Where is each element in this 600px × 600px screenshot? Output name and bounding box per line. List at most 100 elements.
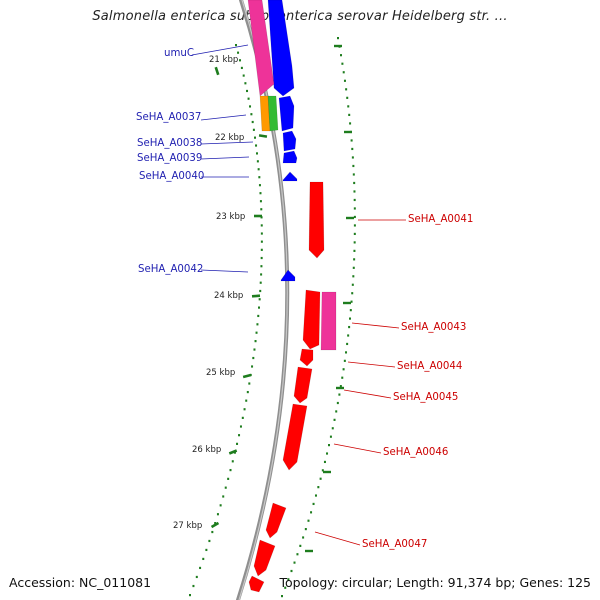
ruler-dot	[239, 59, 242, 62]
ruler-dot	[328, 444, 331, 447]
inner-ruler-dots	[189, 44, 263, 597]
ruler-dot	[251, 365, 254, 368]
gene-label-forward: SeHA_A0037	[136, 112, 201, 123]
ruler-dot	[222, 495, 225, 498]
gene-pink-block	[247, 0, 275, 97]
ruler-dot	[253, 348, 256, 351]
cds-reverse-a0047	[265, 502, 287, 539]
ruler-dot	[255, 331, 258, 334]
ruler-dot	[224, 486, 227, 489]
ruler-dot	[351, 156, 354, 159]
outer-ruler-tick	[305, 549, 313, 553]
ruler-dot	[353, 181, 356, 185]
ruler-dot	[258, 306, 260, 309]
ruler-dot	[345, 88, 348, 91]
ruler-dot	[252, 128, 255, 131]
ruler-dot	[242, 74, 245, 77]
ruler-dot	[248, 382, 251, 385]
ruler-dot	[216, 513, 219, 516]
ruler-dot	[195, 575, 198, 579]
topology-summary: Topology: circular; Length: 91,374 bp; G…	[279, 575, 591, 590]
ruler-dot	[241, 416, 244, 419]
ruler-dot	[321, 469, 324, 472]
ruler-dot	[352, 173, 355, 176]
ruler-dot	[353, 258, 356, 261]
ruler-dot	[339, 385, 342, 388]
outer-ruler-dots	[281, 37, 356, 598]
ruler-dot	[245, 399, 248, 402]
ruler-dot	[317, 486, 320, 489]
ruler-dot	[342, 71, 345, 74]
ruler-tick	[242, 373, 252, 379]
ruler-dot	[219, 504, 222, 507]
ruler-tick	[228, 449, 238, 455]
ruler-dot	[348, 113, 351, 116]
ruler-tick	[258, 134, 268, 138]
outer-ruler-tick	[346, 216, 354, 220]
ruler-dot	[260, 273, 263, 276]
ruler-dot	[343, 79, 346, 82]
ruler-dot	[259, 289, 262, 293]
ruler-dot	[350, 139, 353, 142]
ruler-dot	[211, 530, 214, 534]
ruler-tick	[251, 294, 261, 298]
ruler-dot	[259, 200, 262, 203]
gene-pink-block-2	[320, 291, 337, 351]
ruler-dot	[250, 113, 253, 116]
gene-label-forward: umuC	[164, 48, 194, 59]
ruler-dot	[257, 168, 260, 171]
ruler-dot	[290, 569, 293, 573]
outer-ruler-tick	[334, 44, 342, 48]
ruler-dot	[214, 522, 217, 525]
ruler-dot	[314, 494, 317, 497]
ruler-dot	[333, 418, 336, 421]
ruler-dot	[351, 147, 354, 151]
outer-ruler-tick	[344, 130, 352, 134]
ruler-dot	[340, 54, 343, 57]
ruler-dot	[260, 248, 263, 251]
outer-ruler-tick	[323, 470, 331, 474]
map-title: Salmonella enterica subsp. enterica sero…	[92, 9, 508, 24]
ruler-dot	[258, 298, 261, 301]
ruler-dot	[304, 528, 307, 531]
gene-green-block	[267, 95, 279, 132]
ruler-dot	[260, 224, 263, 227]
ruler-dot	[260, 240, 263, 243]
gene-label-reverse: SeHA_A0045	[393, 392, 458, 403]
ruler-dot	[346, 342, 349, 346]
ruler-dot	[353, 249, 356, 252]
ruler-dot	[341, 376, 344, 379]
outer-ruler-tick	[336, 386, 344, 390]
ruler-dot	[323, 460, 326, 464]
ruler-dot	[229, 468, 232, 472]
ruler-dot	[256, 160, 259, 163]
ruler-dot	[342, 368, 345, 371]
ruler-dot	[293, 561, 296, 564]
ruler-dot	[345, 351, 348, 354]
gene-label-reverse: SeHA_A0041	[408, 214, 473, 225]
ruler-dot	[319, 477, 322, 480]
ruler-dot	[238, 434, 241, 437]
gene-label-leader	[343, 389, 392, 399]
ruler-dot	[192, 584, 195, 588]
ruler-dot	[259, 192, 262, 195]
gene-label-leader	[314, 531, 361, 546]
ruler-dot	[259, 281, 262, 284]
ruler-dot	[258, 176, 261, 179]
ruler-dot	[252, 356, 255, 360]
ruler-dot	[255, 152, 258, 155]
ruler-dot	[349, 122, 352, 125]
ruler-tick-label: 21 kbp	[209, 55, 238, 65]
gene-label-leader	[200, 156, 250, 160]
ruler-tick	[210, 521, 220, 529]
ruler-dot	[260, 256, 263, 260]
ruler-dot	[335, 410, 338, 413]
ruler-dot	[352, 275, 355, 278]
ruler-dot	[260, 232, 263, 235]
ruler-dot	[240, 66, 243, 70]
gene-label-leader	[191, 44, 249, 56]
ruler-dot	[254, 136, 257, 139]
ruler-dot	[208, 539, 211, 543]
cds-forward-a0037	[278, 95, 295, 132]
